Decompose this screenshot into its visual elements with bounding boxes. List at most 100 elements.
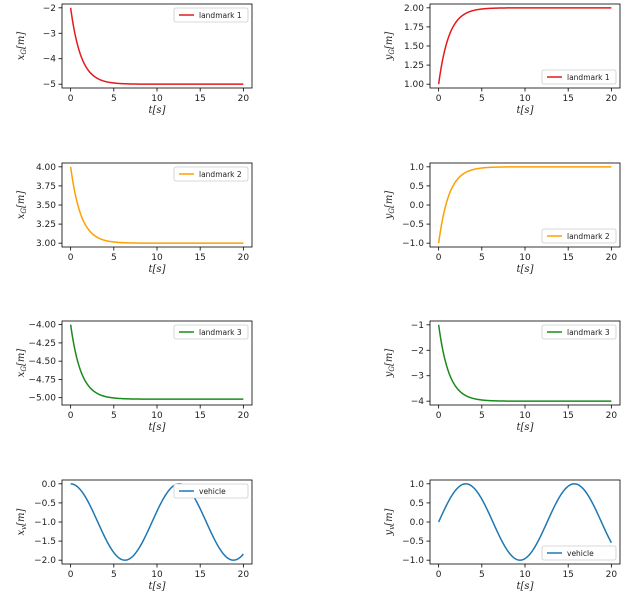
y-axis-label: xv[m] xyxy=(16,508,28,535)
y-axis-label: yG[m] xyxy=(384,32,396,62)
legend-box xyxy=(173,7,249,23)
legend-label: vehicle xyxy=(567,549,594,558)
x-axis-label: t[s] xyxy=(517,422,534,433)
y-tick-label: 1.00 xyxy=(404,80,424,90)
y-tick-label: −4.25 xyxy=(28,339,56,349)
x-axis-label: t[s] xyxy=(149,105,166,116)
x-tick-label: 5 xyxy=(111,570,117,580)
subplot-1: 0 5 10 15 20 −2 −3 −4 −5 t[s] xG[m] landmark 1 xyxy=(16,3,253,116)
x-tick-label: 20 xyxy=(606,94,618,104)
y-axis-label: yG[m] xyxy=(384,349,396,379)
x-axis-label: t[s] xyxy=(517,581,534,592)
y-tick-label: 1.75 xyxy=(404,23,424,33)
x-tick-label: 20 xyxy=(606,411,618,421)
x-tick-label: 15 xyxy=(562,253,573,263)
y-tick-label: 0.0 xyxy=(410,201,425,211)
subplot-4: 0 5 10 15 20 1.0 0.5 0.0 −0.5 −1.0 t[s] yG[m] landma… xyxy=(384,162,621,275)
x-tick-label: 5 xyxy=(111,94,117,104)
x-tick-label: 5 xyxy=(111,411,117,421)
subplot-5: 0 5 10 15 20 −4.00 −4.25 −4.50 −4.75 −5.00 t[s] xG[… xyxy=(16,320,253,433)
legend-label: landmark 2 xyxy=(567,232,610,241)
legend-box xyxy=(541,545,617,561)
y-tick-label: −0.5 xyxy=(402,537,424,547)
y-tick-label: 3.75 xyxy=(36,182,56,192)
x-tick-label: 10 xyxy=(519,411,531,421)
x-tick-label: 20 xyxy=(238,411,250,421)
x-tick-label: 20 xyxy=(238,570,250,580)
y-tick-label: −4.00 xyxy=(28,321,56,331)
legend-label: landmark 1 xyxy=(199,11,242,20)
y-tick-label: 2.00 xyxy=(404,4,424,14)
y-tick-label: −5.00 xyxy=(28,394,56,404)
x-tick-label: 0 xyxy=(68,411,74,421)
x-tick-label: 10 xyxy=(151,253,163,263)
x-tick-label: 15 xyxy=(194,253,205,263)
legend-box xyxy=(173,324,249,340)
y-tick-label: 3.25 xyxy=(36,220,56,230)
y-tick-label: −3 xyxy=(43,29,56,39)
legend: landmark 1 xyxy=(173,7,249,23)
x-tick-label: 15 xyxy=(194,411,205,421)
y-tick-label: 1.0 xyxy=(410,480,425,490)
y-tick-label: −4 xyxy=(43,55,57,65)
y-tick-label: −2 xyxy=(411,346,424,356)
x-tick-label: 15 xyxy=(562,94,573,104)
y-tick-label: −1.5 xyxy=(34,537,56,547)
x-tick-label: 5 xyxy=(111,253,117,263)
legend: landmark 3 xyxy=(541,324,617,340)
y-tick-label: −4.50 xyxy=(28,357,56,367)
y-tick-label: −2 xyxy=(43,4,56,14)
y-tick-label: 3.00 xyxy=(36,239,56,249)
y-tick-label: −0.5 xyxy=(34,499,56,509)
legend-label: landmark 1 xyxy=(567,73,610,82)
x-tick-label: 0 xyxy=(68,94,74,104)
legend-box xyxy=(541,228,617,244)
x-axis-label: t[s] xyxy=(149,264,166,275)
y-axis-label: xG[m] xyxy=(16,191,28,220)
subplot-2: 0 5 10 15 20 1.00 1.25 1.50 1.75 2.00 t[s] yG[m] lan… xyxy=(384,3,621,116)
x-tick-label: 0 xyxy=(68,570,74,580)
y-tick-label: −1.0 xyxy=(402,239,424,249)
y-tick-label: 0.0 xyxy=(410,518,425,528)
y-axis-label: yG[m] xyxy=(384,191,396,221)
legend-box xyxy=(541,69,617,85)
legend-label: vehicle xyxy=(199,487,226,496)
y-tick-label: −0.5 xyxy=(402,220,424,230)
x-tick-label: 20 xyxy=(606,570,618,580)
x-tick-label: 20 xyxy=(238,94,250,104)
legend-label: landmark 3 xyxy=(199,328,242,337)
y-tick-label: 3.50 xyxy=(36,201,56,211)
x-tick-label: 0 xyxy=(436,411,442,421)
series-line xyxy=(69,7,244,85)
y-tick-label: −1 xyxy=(411,321,424,331)
legend: landmark 2 xyxy=(541,228,617,244)
y-axis-label: xG[m] xyxy=(16,32,28,61)
x-tick-label: 0 xyxy=(436,94,442,104)
x-tick-label: 20 xyxy=(238,253,250,263)
y-tick-label: 1.0 xyxy=(410,163,425,173)
x-tick-label: 10 xyxy=(519,570,531,580)
series-line xyxy=(437,324,612,402)
x-tick-label: 0 xyxy=(436,570,442,580)
y-axis-label: xG[m] xyxy=(16,349,28,378)
y-axis-label: yv[m] xyxy=(384,508,396,536)
x-tick-label: 5 xyxy=(479,94,485,104)
subplot-7: 0 5 10 15 20 0.0 −0.5 −1.0 −1.5 −2.0 t[s] xv[m] vehi… xyxy=(16,479,253,592)
x-tick-label: 20 xyxy=(606,253,618,263)
x-tick-label: 0 xyxy=(436,253,442,263)
y-tick-label: −2.0 xyxy=(34,556,56,566)
y-tick-label: 4.00 xyxy=(36,163,56,173)
series-line xyxy=(69,324,244,400)
x-tick-label: 5 xyxy=(479,411,485,421)
x-axis-label: t[s] xyxy=(149,581,166,592)
series-line xyxy=(69,166,244,244)
y-tick-label: 0.0 xyxy=(42,480,57,490)
x-axis-label: t[s] xyxy=(517,105,534,116)
x-tick-label: 15 xyxy=(194,94,205,104)
y-tick-label: 0.5 xyxy=(410,499,424,509)
y-tick-label: 1.25 xyxy=(404,61,424,71)
y-tick-label: −1.0 xyxy=(402,556,424,566)
y-tick-label: −5 xyxy=(43,80,56,90)
series-line xyxy=(437,7,612,85)
